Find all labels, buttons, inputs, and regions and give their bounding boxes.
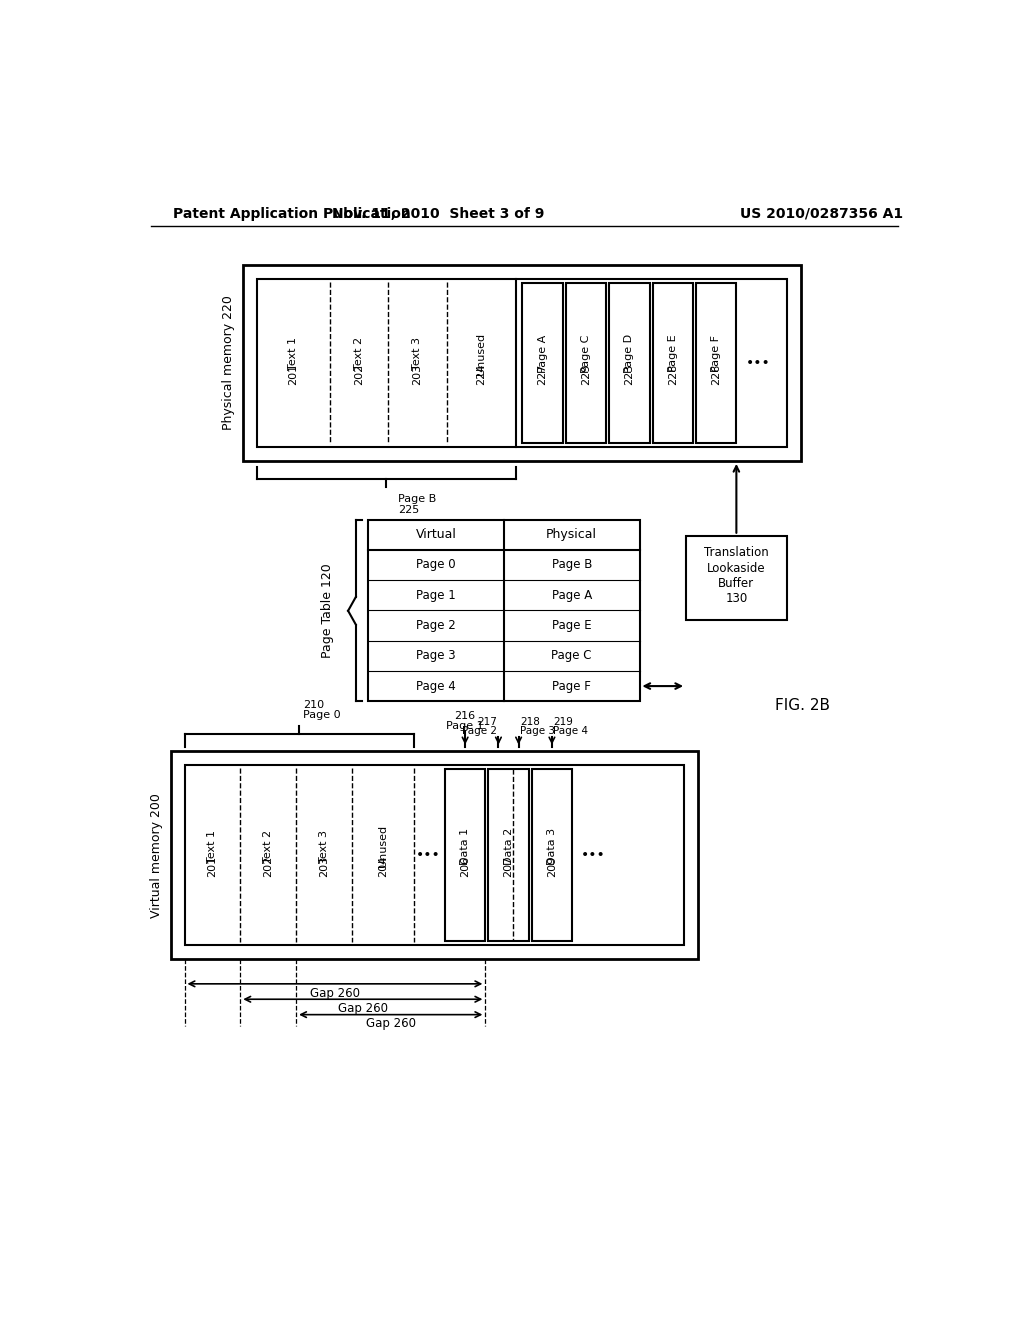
Text: Physical memory 220: Physical memory 220 — [222, 296, 236, 430]
Bar — [686, 536, 786, 620]
Bar — [696, 284, 736, 442]
Text: 227: 227 — [538, 364, 548, 385]
Text: Page C: Page C — [581, 334, 591, 372]
Text: Page 3: Page 3 — [520, 726, 555, 737]
Text: Page F: Page F — [552, 680, 591, 693]
Text: 203: 203 — [319, 857, 329, 878]
Text: Page C: Page C — [552, 649, 592, 663]
Text: 229: 229 — [581, 364, 591, 385]
Text: Page E: Page E — [552, 619, 592, 632]
Text: Nov. 11, 2010  Sheet 3 of 9: Nov. 11, 2010 Sheet 3 of 9 — [332, 207, 544, 220]
Text: Page 2: Page 2 — [416, 619, 456, 632]
Text: 202: 202 — [354, 364, 365, 385]
Text: Patent Application Publication: Patent Application Publication — [173, 207, 411, 220]
Text: •••: ••• — [581, 849, 605, 862]
Text: 201: 201 — [208, 857, 217, 878]
Bar — [257, 279, 786, 447]
Text: Buffer: Buffer — [718, 577, 755, 590]
Bar — [243, 264, 801, 461]
Text: 203: 203 — [413, 364, 423, 385]
Text: Physical: Physical — [546, 528, 597, 541]
Text: Text 1: Text 1 — [289, 337, 298, 370]
Text: Gap 260: Gap 260 — [338, 1002, 388, 1015]
Text: 225: 225 — [398, 506, 420, 515]
Text: US 2010/0287356 A1: US 2010/0287356 A1 — [740, 207, 903, 220]
Text: 209: 209 — [547, 857, 557, 878]
Text: 216: 216 — [455, 711, 476, 721]
Text: 217: 217 — [477, 717, 497, 727]
Text: 207: 207 — [504, 857, 513, 878]
Text: 206: 206 — [460, 857, 470, 878]
Bar — [171, 751, 697, 960]
Text: •••: ••• — [416, 849, 440, 862]
Text: Lookaside: Lookaside — [707, 561, 766, 574]
Text: 204: 204 — [378, 857, 388, 878]
Text: FIG. 2B: FIG. 2B — [775, 697, 829, 713]
Text: Page F: Page F — [712, 335, 721, 372]
Text: 224: 224 — [476, 364, 486, 385]
Text: 228: 228 — [668, 364, 678, 385]
Bar — [531, 770, 572, 941]
Text: 210: 210 — [303, 700, 325, 710]
Text: Page 0: Page 0 — [416, 558, 456, 572]
Bar — [652, 284, 693, 442]
Text: Translation: Translation — [705, 546, 769, 560]
Text: Page B: Page B — [552, 558, 592, 572]
Text: Unused: Unused — [476, 333, 486, 375]
Text: 130: 130 — [725, 593, 748, 606]
Text: Text 3: Text 3 — [413, 337, 423, 370]
Text: Gap 260: Gap 260 — [310, 986, 359, 999]
Text: Page 4: Page 4 — [416, 680, 456, 693]
Text: 218: 218 — [520, 717, 540, 727]
Text: Data 1: Data 1 — [460, 828, 470, 865]
Text: Page D: Page D — [625, 334, 635, 374]
Text: Data 2: Data 2 — [504, 828, 513, 865]
Text: Page B: Page B — [398, 494, 436, 504]
Text: 226: 226 — [712, 364, 721, 385]
Text: Unused: Unused — [378, 825, 388, 867]
Text: Page 1: Page 1 — [446, 721, 484, 731]
Text: 202: 202 — [263, 857, 273, 878]
Text: Page A: Page A — [538, 334, 548, 372]
Text: Page A: Page A — [552, 589, 592, 602]
Text: Page E: Page E — [668, 335, 678, 372]
Text: 223: 223 — [625, 364, 635, 385]
Text: Text 1: Text 1 — [208, 829, 217, 862]
Text: •••: ••• — [745, 356, 770, 370]
Bar — [488, 770, 528, 941]
Bar — [445, 770, 485, 941]
Text: Virtual: Virtual — [416, 528, 457, 541]
Text: Text 2: Text 2 — [354, 337, 365, 370]
Bar — [609, 284, 649, 442]
Text: Page 0: Page 0 — [303, 710, 341, 721]
Bar — [184, 766, 684, 945]
Text: 219: 219 — [554, 717, 573, 727]
Bar — [369, 520, 640, 701]
Text: Page Table 120: Page Table 120 — [322, 564, 335, 659]
Bar — [566, 284, 606, 442]
Text: Text 3: Text 3 — [319, 829, 329, 862]
Text: Text 2: Text 2 — [263, 829, 273, 862]
Text: Gap 260: Gap 260 — [366, 1018, 416, 1031]
Text: Data 3: Data 3 — [547, 828, 557, 865]
Text: Page 2: Page 2 — [462, 726, 497, 737]
Bar — [522, 284, 563, 442]
Text: Page 3: Page 3 — [416, 649, 456, 663]
Text: Page 4: Page 4 — [554, 726, 589, 737]
Text: 201: 201 — [289, 364, 298, 385]
Text: Page 1: Page 1 — [416, 589, 456, 602]
Text: Virtual memory 200: Virtual memory 200 — [151, 793, 163, 917]
